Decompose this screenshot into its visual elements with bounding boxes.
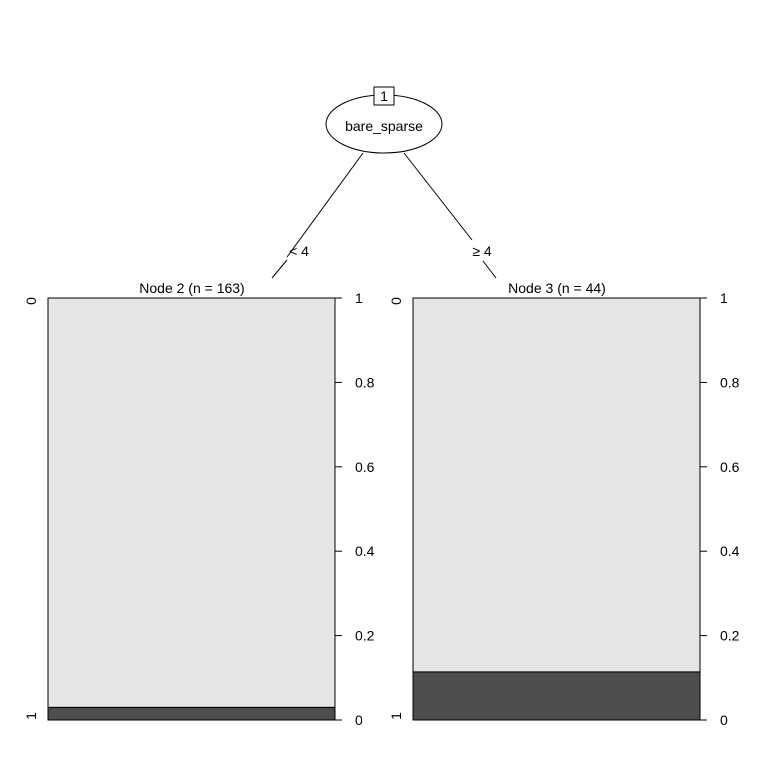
- node-2-bar-class-0: [47, 297, 336, 708]
- node-2-title: Node 2 (n = 163): [139, 280, 244, 296]
- node-3-axis-tick-label-4: 0.8: [720, 374, 740, 390]
- node-2-axis-tick-label-3: 0.6: [355, 459, 375, 475]
- node-3-class-label-0: 0: [388, 297, 404, 305]
- node-2-axis-tick-label-0: 0: [355, 712, 363, 728]
- node-3-axis-tick-label-2: 0.4: [720, 543, 740, 559]
- node-2-axis-tick-label-2: 0.4: [355, 543, 375, 559]
- node-2-axis-tick-label-5: 1: [355, 290, 363, 306]
- node-3-bar-class-1: [412, 671, 701, 721]
- node-3-axis-tick-label-5: 1: [720, 290, 728, 306]
- node-2-class-label-1: 1: [23, 712, 39, 720]
- node-3-axis-tick-label-3: 0.6: [720, 459, 740, 475]
- root-node-id: 1: [380, 88, 388, 104]
- node-2-class-label-0: 0: [23, 297, 39, 305]
- edge-right-lower: [482, 260, 497, 279]
- node-3-axis-tick-label-0: 0: [720, 712, 728, 728]
- node-3-title: Node 3 (n = 44): [508, 280, 606, 296]
- edge-label-left: < 4: [289, 243, 309, 259]
- node-2-axis-tick-label-4: 0.8: [355, 374, 375, 390]
- edge-label-right: ≥ 4: [472, 243, 492, 259]
- node-2-bar-class-1: [47, 706, 336, 721]
- root-node-variable: bare_sparse: [345, 118, 423, 134]
- edge-right-upper: [403, 152, 473, 241]
- terminal-node-panels: 0 1 0 0.2 0.4 0.6 0.8 1 0 1 0 0.2 0.4 0.6 0.8 1: [23, 290, 740, 728]
- node-3-axis-tick-label-1: 0.2: [720, 628, 740, 644]
- edge-left-upper: [286, 152, 364, 258]
- node-3-bar-class-0: [412, 297, 701, 673]
- node-2-axis-tick-label-1: 0.2: [355, 628, 375, 644]
- node-3-class-label-1: 1: [388, 712, 404, 720]
- edge-left-lower: [271, 259, 288, 279]
- root-node-id-box: [373, 86, 395, 106]
